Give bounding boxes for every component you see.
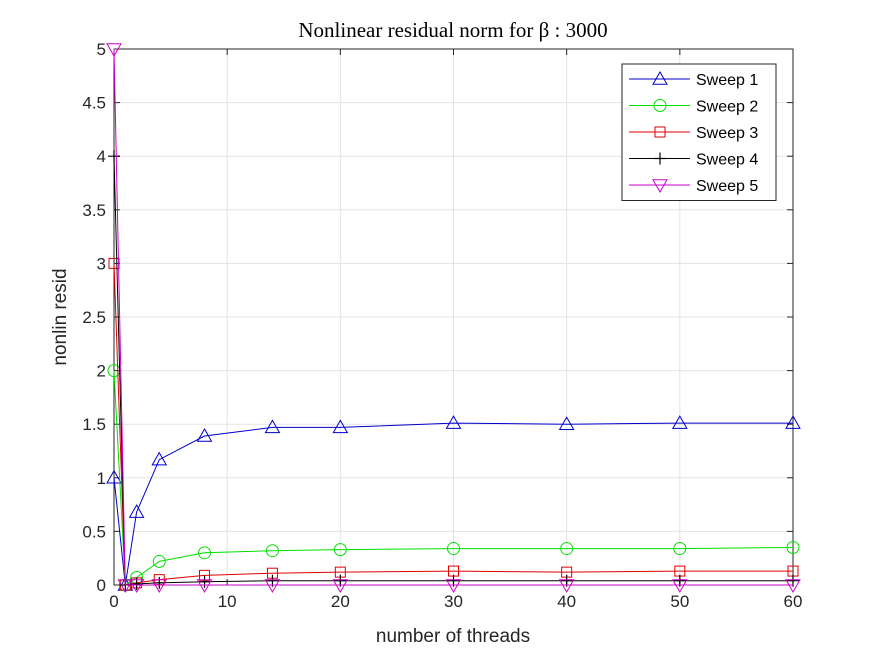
data-point-triangle-down: [106, 43, 122, 58]
y-tick-label: 0: [97, 576, 106, 595]
data-point-plus: [654, 152, 666, 165]
data-point-triangle-down: [652, 179, 668, 194]
data-point-triangle-up: [652, 70, 668, 85]
data-point-triangle-up: [106, 469, 122, 484]
x-axis-label: number of threads: [376, 626, 530, 647]
legend-label: Sweep 5: [696, 178, 758, 195]
y-tick-label: 2.5: [82, 308, 106, 327]
x-tick-label: 20: [331, 592, 350, 611]
legend-label: Sweep 3: [696, 125, 758, 142]
series-5: [106, 43, 801, 594]
data-point-triangle-down: [558, 579, 575, 594]
data-point-triangle-down: [151, 579, 168, 594]
chart-title: Nonlinear residual norm for β : 3000: [298, 18, 607, 42]
data-point-triangle-up: [332, 419, 349, 434]
data-point-triangle-down: [264, 579, 281, 594]
data-point-circle: [265, 544, 279, 558]
data-point-circle: [333, 543, 347, 557]
data-point-circle: [447, 542, 460, 556]
data-point-triangle-down: [196, 579, 213, 594]
data-point-triangle-down: [128, 579, 145, 594]
x-tick-label: 0: [109, 592, 118, 611]
data-point-triangle-up: [151, 451, 168, 466]
legend-label: Sweep 4: [696, 152, 758, 169]
data-point-circle: [673, 542, 687, 556]
y-tick-label: 3.5: [82, 201, 106, 220]
series-line: [113, 422, 793, 586]
data-point-plus: [198, 575, 211, 588]
y-tick-label: 5: [97, 40, 106, 59]
data-point-circle: [786, 540, 800, 554]
series-group: [106, 43, 801, 594]
data-point-plus: [153, 576, 166, 589]
y-axis-label: nonlin resid: [50, 268, 71, 365]
y-tick-label: 2: [97, 362, 106, 381]
data-point-triangle-down: [332, 579, 349, 594]
data-point-circle: [653, 99, 667, 112]
legend-box: [621, 63, 777, 201]
data-point-triangle-up: [128, 504, 145, 518]
data-point-triangle-up: [196, 427, 213, 442]
data-point-triangle-up: [445, 415, 462, 429]
x-tick-label: 60: [784, 592, 803, 611]
data-point-circle: [152, 554, 166, 568]
y-tick-label: 1.5: [82, 415, 106, 434]
x-tick-label: 40: [557, 592, 576, 611]
data-point-triangle-down: [117, 579, 134, 594]
y-tick-label: 1: [97, 469, 106, 488]
data-point-triangle-up: [264, 419, 281, 434]
series-4: [108, 150, 799, 591]
data-point-square: [654, 126, 666, 138]
ticks: 0 10 20 30 40 50 60 0 0.5 1 1.5 2 2.5 3 3.5 4 4.5 5: [82, 40, 802, 611]
y-tick-label: 3: [97, 254, 106, 273]
legend: Sweep 1 Sweep 2 Sweep 3 Sweep 4 Sweep 5: [621, 63, 777, 201]
data-point-triangle-up: [785, 415, 801, 429]
x-tick-label: 30: [444, 592, 463, 611]
legend-label: Sweep 1: [696, 72, 758, 89]
data-point-triangle-down: [445, 579, 462, 594]
legend-label: Sweep 2: [696, 99, 758, 116]
x-tick-label: 50: [670, 592, 689, 611]
series-1: [106, 415, 801, 591]
x-tick-label: 10: [218, 592, 237, 611]
data-point-triangle-down: [785, 579, 801, 594]
y-tick-label: 4: [97, 147, 106, 166]
data-point-triangle-up: [558, 416, 575, 430]
data-point-plus: [108, 150, 120, 163]
y-tick-label: 4.5: [82, 94, 106, 113]
data-point-triangle-up: [671, 415, 688, 429]
data-point-circle: [560, 542, 574, 556]
data-point-triangle-down: [671, 579, 688, 594]
y-tick-label: 0.5: [82, 522, 106, 541]
data-point-circle: [198, 546, 212, 560]
